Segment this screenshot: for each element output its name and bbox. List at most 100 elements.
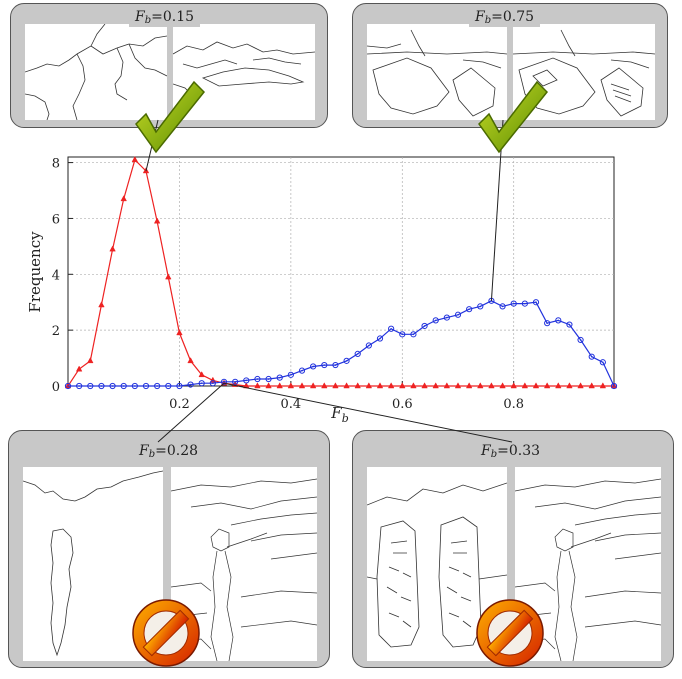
data-point: [354, 382, 361, 389]
data-point-center: [423, 325, 426, 327]
data-point: [443, 382, 451, 389]
data-point-center: [379, 337, 381, 340]
data-point-center: [468, 308, 470, 311]
data-point: [298, 382, 306, 389]
data-point: [555, 317, 562, 324]
prohibited-bar: [142, 609, 190, 657]
prohibited-bar: [486, 609, 534, 657]
y-axis-label: Frequency: [26, 231, 44, 313]
data-point: [321, 382, 328, 389]
data-point-center: [267, 378, 270, 380]
data-point-center: [579, 339, 582, 341]
data-point: [153, 217, 161, 224]
data-point: [87, 382, 94, 390]
data-point-center: [312, 365, 314, 368]
checkmark-icon: [478, 80, 549, 154]
data-point-center: [122, 385, 125, 387]
boundary-map-right: [173, 24, 315, 120]
data-point: [566, 321, 573, 328]
checkmark-icon: [135, 80, 206, 154]
data-point: [354, 350, 361, 357]
data-point: [365, 342, 372, 349]
data-point: [454, 382, 462, 389]
x-tick-label: 0.4: [281, 397, 302, 412]
data-point: [309, 382, 317, 389]
data-point-center: [278, 376, 281, 379]
data-point-center: [100, 385, 103, 387]
data-point: [399, 331, 406, 338]
series-line-2: [68, 300, 615, 387]
x-tick-label: 0.8: [503, 397, 524, 412]
data-point: [154, 382, 161, 390]
connector-line: [223, 382, 513, 443]
data-point: [543, 382, 551, 389]
data-point: [499, 303, 506, 310]
data-point: [287, 371, 294, 378]
data-point-center: [557, 319, 560, 322]
data-point: [410, 382, 417, 389]
data-point: [376, 382, 384, 389]
checkmark-shape: [135, 80, 206, 154]
data-point: [287, 382, 295, 389]
data-point: [265, 375, 272, 383]
data-point: [142, 382, 150, 390]
data-point: [521, 382, 529, 389]
data-point-center: [234, 381, 236, 383]
data-point: [176, 329, 183, 336]
panel-top-left: Fb=0.15: [10, 3, 328, 128]
data-point-center: [412, 333, 415, 336]
data-point-center: [212, 382, 214, 385]
data-point-center: [301, 369, 303, 372]
data-point-center: [602, 361, 604, 364]
data-point: [532, 299, 540, 306]
data-point: [75, 365, 83, 372]
data-point: [187, 381, 194, 388]
x-axis-label: Fb: [330, 404, 348, 425]
panel-top-right: Fb=0.75: [352, 3, 668, 128]
data-point: [109, 245, 116, 252]
data-point: [298, 367, 306, 374]
y-tick-label: 8: [52, 157, 60, 172]
data-point-center: [434, 319, 437, 322]
panel-label: Fb=0.75: [469, 7, 541, 27]
data-point: [566, 382, 573, 389]
data-point: [310, 363, 317, 370]
data-point-center: [390, 327, 392, 330]
x-tick-label: 0.2: [169, 397, 190, 412]
data-point: [198, 380, 205, 387]
data-point: [588, 353, 595, 360]
data-point: [510, 300, 517, 307]
boundary-sketch: [367, 29, 507, 117]
panel-label: Fb=0.15: [129, 7, 201, 27]
data-point: [577, 336, 584, 344]
y-tick-label: 0: [52, 380, 60, 395]
boundary-sketch: [25, 24, 167, 120]
data-point: [220, 378, 228, 385]
data-point: [176, 382, 183, 390]
data-point-center: [156, 385, 158, 387]
data-point: [198, 371, 205, 378]
data-point: [165, 273, 172, 280]
data-point-center: [345, 360, 348, 362]
data-point: [376, 335, 384, 342]
data-point: [577, 382, 584, 389]
data-point-center: [178, 385, 181, 387]
y-tick-label: 6: [52, 212, 60, 227]
data-point-center: [67, 385, 69, 387]
data-point: [365, 382, 373, 389]
data-point-center: [457, 313, 459, 316]
data-point: [276, 374, 283, 381]
data-point: [432, 382, 439, 389]
data-point-center: [245, 379, 248, 382]
data-point-center: [134, 385, 136, 387]
data-point-center: [256, 378, 259, 380]
data-point: [76, 382, 83, 390]
data-point: [588, 382, 595, 389]
data-point: [98, 382, 105, 390]
boundary-sketch: [23, 470, 163, 657]
data-point-center: [546, 322, 548, 324]
data-point: [209, 380, 216, 387]
data-point: [421, 322, 428, 330]
data-point: [343, 382, 350, 389]
data-point: [276, 382, 283, 389]
